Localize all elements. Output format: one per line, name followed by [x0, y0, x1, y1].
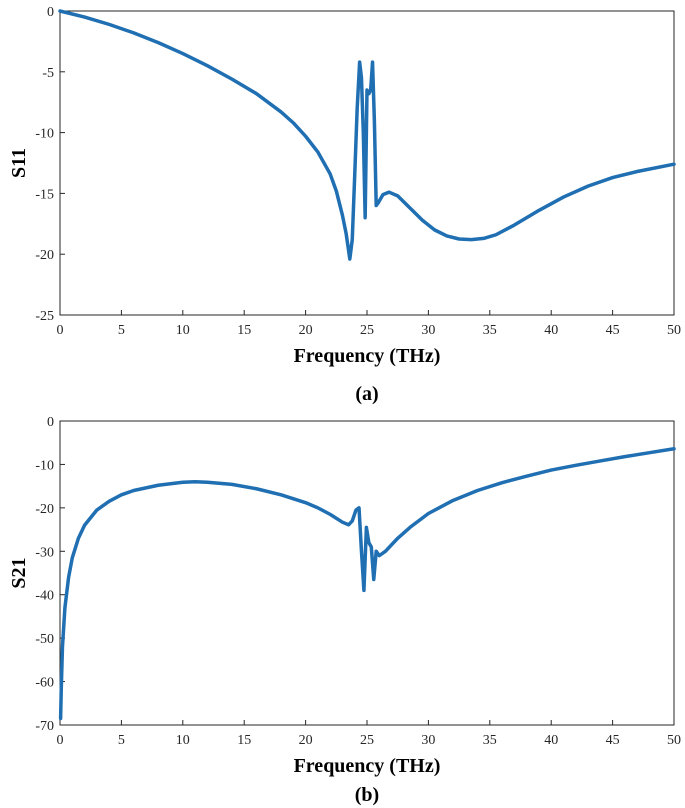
y-tick-label: -5	[42, 66, 54, 81]
x-ticks-a: 0 5 10 15 20 25 30 35 40 45 50	[57, 310, 681, 338]
y-tick-label: -70	[35, 719, 54, 734]
y-tick-label: -20	[35, 502, 54, 517]
x-tick-label: 10	[176, 733, 190, 748]
x-tick-label: 10	[176, 323, 190, 338]
x-ticks-b: 0 5 10 15 20 25 30 35 40 45 50	[57, 720, 681, 748]
x-tick-label: 45	[606, 733, 620, 748]
x-tick-label: 25	[360, 733, 374, 748]
x-tick-label: 15	[237, 733, 251, 748]
y-tick-label: 0	[47, 5, 54, 20]
x-tick-label: 45	[606, 323, 620, 338]
y-tick-label: -20	[35, 248, 54, 263]
y-tick-label: -60	[35, 676, 54, 691]
y-ticks-b: 0 -10 -20 -30 -40 -50 -60 -70	[35, 415, 65, 734]
x-tick-label: 25	[360, 323, 374, 338]
x-tick-label: 35	[483, 323, 497, 338]
y-axis-label-b: S21	[8, 557, 30, 588]
y-tick-label: -25	[35, 309, 54, 324]
y-axis-label-a: S11	[8, 148, 30, 178]
x-tick-label: 5	[118, 733, 125, 748]
s21-line	[58, 447, 676, 721]
x-tick-label: 20	[299, 733, 313, 748]
caption-b: (b)	[355, 784, 379, 806]
panel-a: 0 -5 -10 -15 -20 -25 0 5 10 15 20 25 30 35 40 45 50 Fre…	[8, 5, 681, 405]
y-tick-label: -15	[35, 187, 54, 202]
x-tick-label: 15	[237, 323, 251, 338]
x-tick-label: 0	[57, 323, 64, 338]
x-tick-label: 50	[667, 733, 681, 748]
y-ticks-a: 0 -5 -10 -15 -20 -25	[35, 5, 65, 324]
y-tick-label: 0	[47, 415, 54, 430]
panel-b: 0 -10 -20 -30 -40 -50 -60 -70 0 5 10 15 20 25 30 35 40 4…	[8, 415, 681, 806]
x-tick-label: 40	[544, 323, 558, 338]
s11-line	[58, 9, 676, 261]
y-tick-label: -10	[35, 127, 54, 142]
x-axis-label-a: Frequency (THz)	[294, 345, 441, 367]
x-tick-label: 0	[57, 733, 64, 748]
x-axis-label-b: Frequency (THz)	[294, 755, 441, 777]
y-tick-label: -40	[35, 589, 54, 604]
y-tick-label: -50	[35, 632, 54, 647]
plot-area-b	[59, 420, 675, 726]
caption-a: (a)	[355, 383, 378, 405]
x-tick-label: 30	[421, 733, 435, 748]
x-tick-label: 20	[299, 323, 313, 338]
x-tick-label: 30	[421, 323, 435, 338]
x-tick-label: 5	[118, 323, 125, 338]
y-tick-label: -10	[35, 458, 54, 473]
x-tick-label: 35	[483, 733, 497, 748]
x-tick-label: 40	[544, 733, 558, 748]
x-tick-label: 50	[667, 323, 681, 338]
y-tick-label: -30	[35, 545, 54, 560]
